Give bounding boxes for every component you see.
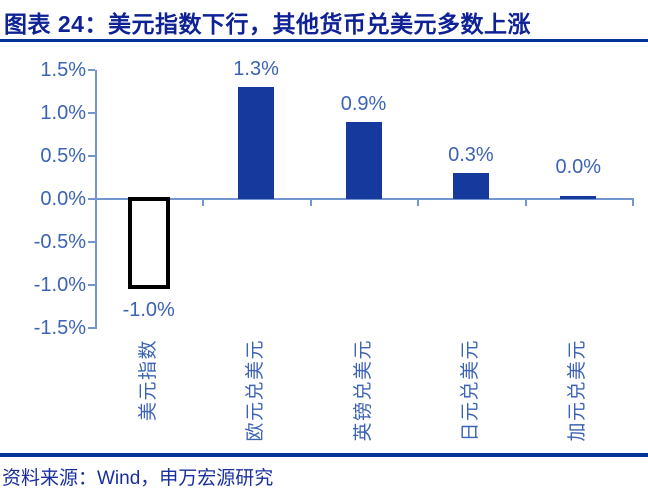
y-tick-label: 0.5% [40,145,86,167]
y-axis-tick [88,69,95,71]
y-axis-tick [88,327,95,329]
x-category-label: 日元兑美元 [459,339,481,442]
y-tick-label: -0.5% [33,231,86,253]
y-axis-tick [88,241,95,243]
x-axis-tick [524,200,527,206]
y-tick-label: 1.0% [40,102,86,124]
x-category-label: 欧元兑美元 [245,339,267,442]
footer-divider [0,453,648,457]
y-axis-tick [88,198,95,200]
bar [452,173,489,199]
source-note: 资料来源：Wind，申万宏源研究 [2,468,274,489]
bar-value-label: 1.3% [233,58,279,81]
x-axis-tick [202,200,205,206]
bar-value-label: 0.9% [340,92,387,115]
bar-value-label: -1.0% [122,299,175,321]
y-axis-tick [88,155,95,157]
bar-hollow [127,197,170,289]
figure-title: 图表 24：美元指数下行，其他货币兑美元多数上涨 [4,11,531,37]
y-axis-tick [88,112,95,114]
bar-value-label: 0.0% [555,156,602,178]
bar [345,121,382,199]
y-tick-label: -1.5% [33,317,86,339]
bar [560,196,597,199]
bar-value-label: 0.3% [448,144,494,167]
x-axis-tick [417,200,420,206]
bar [238,87,275,199]
y-tick-label: 0.0% [40,188,86,210]
x-category-label: 英镑兑美元 [352,339,374,442]
x-category-label: 美元指数 [137,339,159,422]
y-tick-label: -1.0% [33,274,86,296]
title-underline [0,39,648,42]
plot-area: 1.5% 1.0% 0.5% 0.0% -0.5% -1.0% -1.5% -1.0% 美元指数… [33,58,634,442]
x-category-label: 加元兑美元 [567,339,589,442]
x-axis-tick [632,200,634,206]
x-axis-tick [309,200,312,206]
y-tick-label: 1.5% [40,59,86,81]
y-axis-tick [88,284,95,286]
x-axis-line [95,198,634,200]
